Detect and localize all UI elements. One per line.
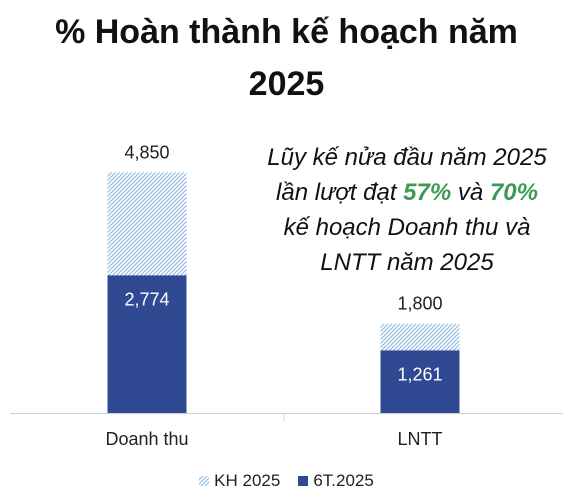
chart-legend: KH 2025 6T.2025	[0, 471, 573, 491]
bar-chart: 4,850 2,774 Doanh thu 1,800 1,261 LNTT	[10, 142, 563, 449]
bar-actual-revenue	[107, 275, 187, 413]
legend-item-plan: KH 2025	[199, 471, 280, 491]
data-label-plan-profit: 1,800	[397, 294, 442, 314]
chart-title-line2: 2025	[248, 65, 325, 103]
chart-title: % Hoàn thành kế hoạch năm 2025	[0, 6, 573, 110]
bar-actual-profit	[380, 350, 460, 413]
annotation-line2-prefix: lần lượt đạt	[276, 179, 404, 206]
data-label-actual-profit: 1,261	[397, 364, 442, 384]
category-label-profit: LNTT	[398, 429, 443, 449]
data-label-plan-revenue: 4,850	[124, 142, 169, 162]
annotation-line1: Lũy kế nửa đầu năm 2025	[267, 144, 547, 171]
annotation: Lũy kế nửa đầu năm 2025 lần lượt đạt 57%…	[248, 140, 566, 280]
annotation-line2: lần lượt đạt 57% và 70%	[248, 175, 566, 210]
chart-title-line1: % Hoàn thành kế hoạch năm	[55, 13, 518, 51]
annotation-line3: kế hoạch Doanh thu và	[283, 214, 531, 241]
legend-label-actual: 6T.2025	[313, 471, 374, 490]
legend-swatch-actual	[298, 476, 309, 486]
category-label-revenue: Doanh thu	[105, 429, 188, 449]
annotation-connector: và	[451, 179, 490, 206]
legend-swatch-plan	[199, 476, 210, 486]
annotation-line4: LNTT năm 2025	[320, 249, 494, 276]
data-label-actual-revenue: 2,774	[124, 289, 169, 309]
annotation-pct-profit: 70%	[489, 179, 538, 206]
annotation-pct-revenue: 57%	[403, 179, 452, 206]
legend-item-actual: 6T.2025	[298, 471, 374, 491]
legend-label-plan: KH 2025	[214, 471, 281, 490]
